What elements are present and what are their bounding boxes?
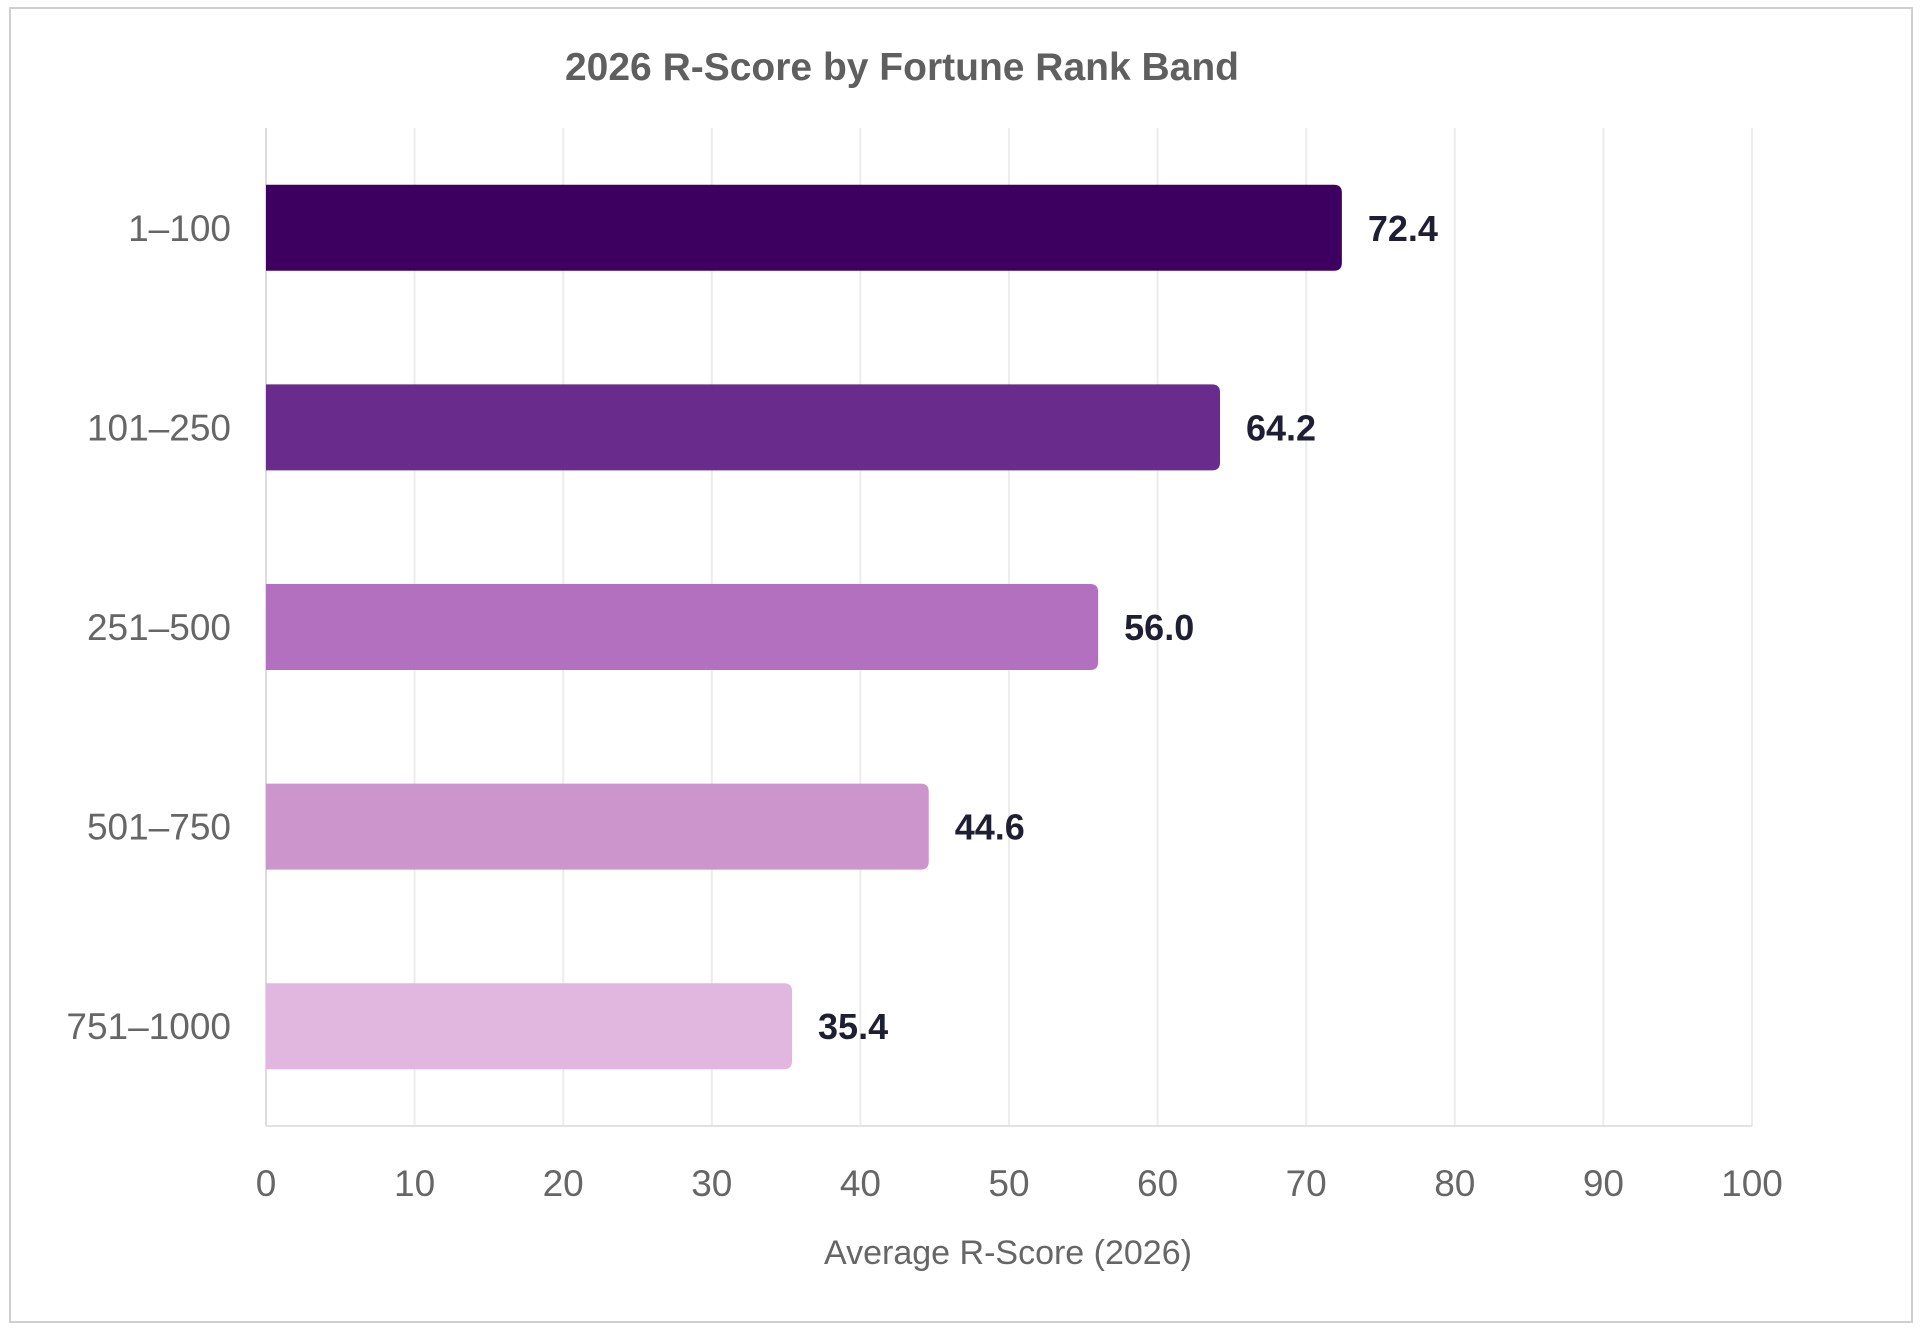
value-label-1: 72.4 bbox=[1368, 208, 1438, 249]
value-labels: 72.4 64.2 56.0 44.6 35.4 bbox=[818, 208, 1438, 1047]
x-tick-label-100: 100 bbox=[1721, 1163, 1783, 1204]
bar-3 bbox=[266, 584, 1099, 670]
x-tick-label-70: 70 bbox=[1286, 1163, 1327, 1204]
value-label-5: 35.4 bbox=[818, 1006, 888, 1047]
category-labels: 1–100 101–250 251–500 501–750 751–1000 bbox=[66, 208, 231, 1047]
category-label-1: 1–100 bbox=[128, 208, 231, 249]
x-tick-label-20: 20 bbox=[543, 1163, 584, 1204]
category-label-4: 501–750 bbox=[87, 807, 231, 848]
bar-4 bbox=[266, 783, 929, 870]
bar-1 bbox=[266, 184, 1342, 271]
bar-5 bbox=[266, 983, 793, 1070]
value-label-2: 64.2 bbox=[1246, 407, 1316, 448]
value-label-4: 44.6 bbox=[955, 807, 1025, 848]
x-tick-label-40: 40 bbox=[840, 1163, 881, 1204]
x-axis-ticks: 0 10 20 30 40 50 60 70 80 90 100 bbox=[256, 1163, 1783, 1204]
gridlines bbox=[265, 128, 1753, 1127]
x-tick-label-30: 30 bbox=[691, 1163, 732, 1204]
x-tick-label-60: 60 bbox=[1137, 1163, 1178, 1204]
x-tick-label-50: 50 bbox=[988, 1163, 1029, 1204]
chart-title: 2026 R-Score by Fortune Rank Band bbox=[565, 46, 1239, 89]
category-label-2: 101–250 bbox=[87, 407, 231, 448]
bars bbox=[266, 184, 1342, 1070]
x-tick-label-80: 80 bbox=[1434, 1163, 1475, 1204]
bar-2 bbox=[266, 384, 1221, 471]
value-label-3: 56.0 bbox=[1124, 607, 1194, 648]
category-label-5: 751–1000 bbox=[66, 1006, 231, 1047]
x-tick-label-0: 0 bbox=[256, 1163, 277, 1204]
x-axis-title: Average R-Score (2026) bbox=[824, 1234, 1192, 1272]
x-tick-label-10: 10 bbox=[394, 1163, 435, 1204]
category-label-3: 251–500 bbox=[87, 607, 231, 648]
x-tick-label-90: 90 bbox=[1583, 1163, 1624, 1204]
